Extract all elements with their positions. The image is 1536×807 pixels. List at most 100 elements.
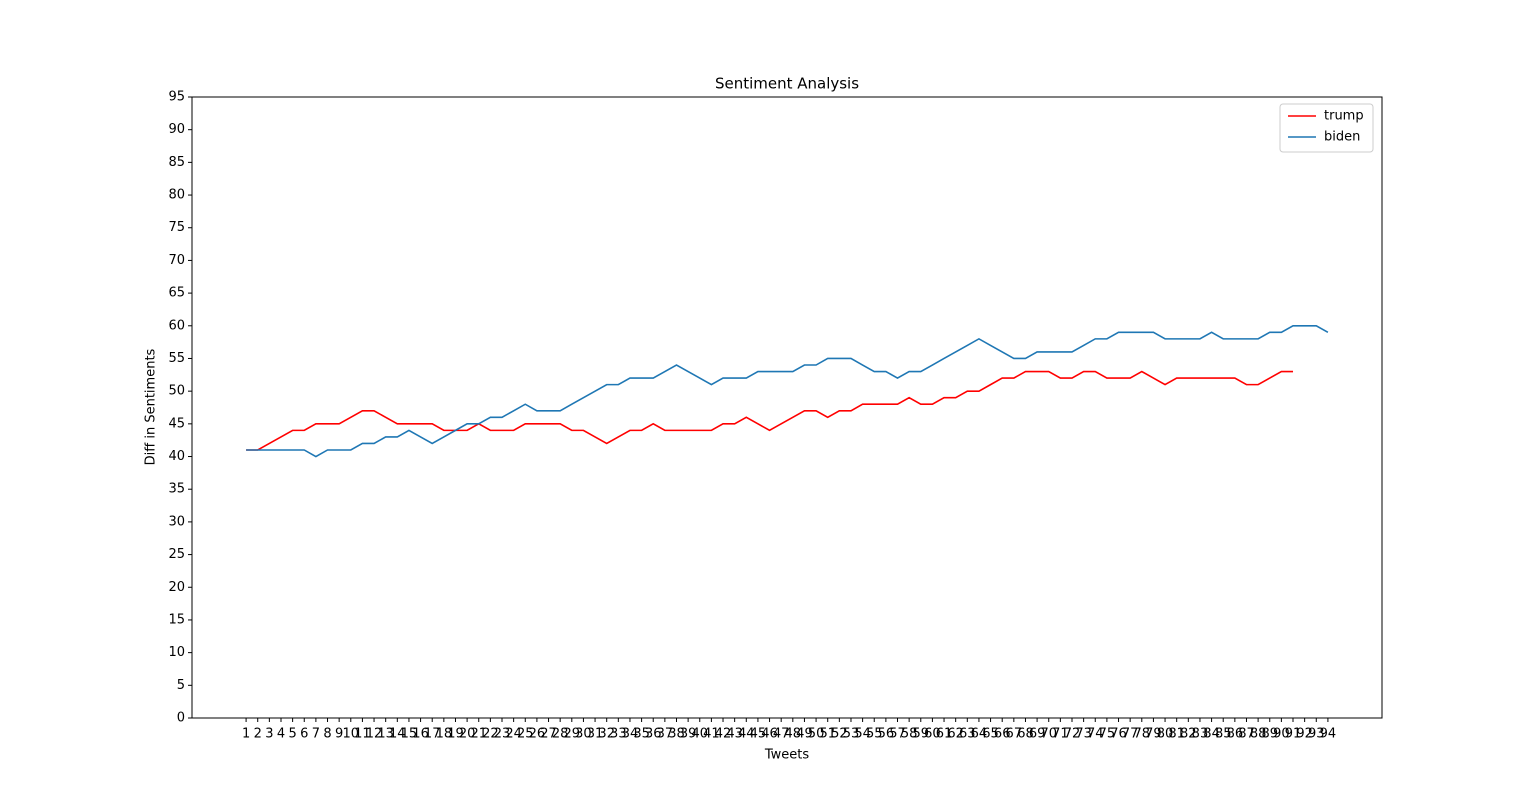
x-tick-label: 84 [1203,727,1220,742]
x-tick-label: 50 [808,727,825,742]
x-tick-label: 72 [1064,727,1081,742]
x-tick-label: 38 [668,727,685,742]
x-tick-label: 67 [1006,727,1023,742]
x-tick-label: 13 [377,727,394,742]
x-tick-label: 53 [843,727,860,742]
x-tick-label: 5 [288,727,296,742]
x-tick-label: 41 [703,727,720,742]
data-line [246,324,1329,458]
x-tick-label: 1 [242,727,250,742]
x-tick-label: 69 [1029,727,1046,742]
x-tick-label: 92 [1296,727,1313,742]
x-tick-label: 17 [424,727,441,742]
x-tick-label: 68 [1017,727,1034,742]
y-tick-label: 40 [168,449,185,464]
x-tick-label: 14 [389,727,406,742]
x-tick-label: 77 [1122,727,1139,742]
x-tick-label: 81 [1168,727,1185,742]
x-tick-label: 70 [1040,727,1057,742]
y-tick-label: 80 [168,188,185,203]
x-tick-label: 62 [947,727,964,742]
x-tick-label: 93 [1308,727,1325,742]
y-tick-label: 85 [168,155,185,170]
x-tick-label: 88 [1250,727,1267,742]
x-tick-label: 78 [1134,727,1151,742]
y-tick-label: 5 [177,678,185,693]
x-tick-label: 56 [878,727,895,742]
x-tick-label: 26 [529,727,546,742]
plot-frame [191,96,1383,719]
x-tick-label: 20 [459,727,476,742]
y-tick-label: 45 [168,416,185,431]
y-tick-label: 10 [168,645,185,660]
y-tick-label: 20 [168,580,185,595]
x-tick-label: 2 [254,727,262,742]
x-tick-label: 85 [1215,727,1232,742]
y-tick-label: 70 [168,253,185,268]
x-tick-label: 87 [1238,727,1255,742]
x-tick-label: 19 [447,727,464,742]
x-tick-label: 44 [738,727,755,742]
x-tick-label: 66 [994,727,1011,742]
y-tick-label: 95 [168,90,185,105]
y-tick-label: 0 [177,711,185,726]
x-tick-label: 34 [622,727,639,742]
x-tick-label: 59 [912,727,929,742]
x-tick-label: 11 [354,727,371,742]
y-tick-label: 35 [168,482,185,497]
x-tick-label: 90 [1273,727,1290,742]
x-tick-label: 51 [819,727,836,742]
x-tick-label: 21 [470,727,487,742]
x-tick-label: 91 [1285,727,1302,742]
y-tick-label: 90 [168,122,185,137]
y-tick-label: 60 [168,318,185,333]
y-tick-label: 30 [168,514,185,529]
x-tick-label: 18 [436,727,453,742]
x-tick-label: 79 [1145,727,1162,742]
x-tick-label: 65 [982,727,999,742]
x-tick-label: 40 [691,727,708,742]
x-tick-label: 86 [1227,727,1244,742]
x-axis-label: Tweets [764,748,810,763]
y-tick-label: 50 [168,384,185,399]
x-tick-label: 9 [335,727,343,742]
x-tick-label: 4 [277,727,285,742]
x-tick-label: 64 [971,727,988,742]
x-tick-label: 94 [1320,727,1337,742]
x-tick-label: 32 [598,727,615,742]
x-tick-label: 80 [1157,727,1174,742]
chart-title: Sentiment Analysis [715,75,859,93]
x-tick-label: 46 [761,727,778,742]
x-tick-label: 7 [312,727,320,742]
x-tick-label: 31 [587,727,604,742]
x-tick-label: 3 [265,727,273,742]
y-axis-label: Diff in Sentiments [144,348,159,465]
x-tick-label: 76 [1110,727,1127,742]
y-tick-label: 25 [168,547,185,562]
x-tick-label: 27 [540,727,557,742]
x-tick-label: 23 [494,727,511,742]
x-tick-label: 8 [323,727,331,742]
x-tick-label: 89 [1261,727,1278,742]
x-tick-label: 25 [517,727,534,742]
y-tick-label: 65 [168,286,185,301]
y-tick-label: 15 [168,612,185,627]
x-tick-label: 39 [680,727,697,742]
x-tick-label: 75 [1099,727,1116,742]
x-tick-label: 10 [343,727,360,742]
x-tick-label: 24 [505,727,522,742]
x-tick-label: 29 [564,727,581,742]
legend-label: biden [1324,130,1360,145]
x-tick-label: 35 [633,727,650,742]
x-tick-label: 48 [785,727,802,742]
x-tick-label: 74 [1087,727,1104,742]
x-tick-label: 60 [924,727,941,742]
x-tick-label: 61 [936,727,953,742]
x-tick-label: 16 [412,727,429,742]
x-tick-label: 57 [889,727,906,742]
x-tick-label: 83 [1192,727,1209,742]
legend-label: trump [1324,109,1364,124]
x-tick-label: 55 [866,727,883,742]
x-tick-label: 49 [796,727,813,742]
